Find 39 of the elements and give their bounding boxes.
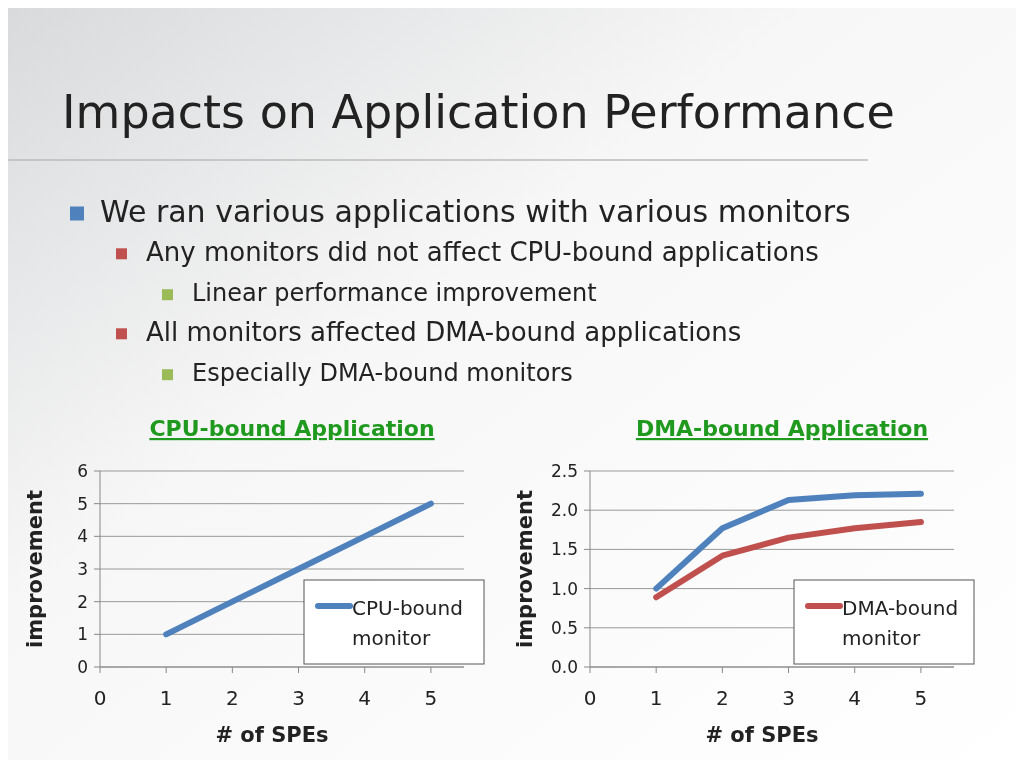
x-tick-label: 5 <box>424 686 438 710</box>
x-tick-label: 1 <box>649 686 663 710</box>
y-tick-label: 2 <box>77 591 88 612</box>
text: Any monitors did not affect CPU-bound applications <box>146 237 819 268</box>
chart-title: CPU-bound Application <box>149 416 435 441</box>
y-tick-label: 2.0 <box>550 500 578 521</box>
x-tick-label: 0 <box>93 686 107 710</box>
x-tick-label: 2 <box>716 686 729 710</box>
text: Linear performance improvement <box>192 279 597 308</box>
x-tick-label: 3 <box>782 686 795 710</box>
text: Especially DMA-bound monitors <box>192 359 573 388</box>
x-tick-label: 1 <box>159 686 173 710</box>
x-tick-label: 4 <box>358 686 372 710</box>
y-tick-label: 3 <box>77 558 88 579</box>
legend-label: CPU-bound monitor <box>352 596 463 650</box>
legend-label: DMA-bound monitor <box>842 596 959 650</box>
x-tick-label: 3 <box>292 686 305 710</box>
y-tick-label: 2.5 <box>550 460 578 481</box>
y-tick-label: 6 <box>77 460 88 481</box>
y-tick-label: 0.5 <box>550 617 578 638</box>
y-tick-label: 1.0 <box>550 578 578 599</box>
text: We ran various applications with various monitors <box>100 193 851 229</box>
text: Impacts on Application Performance <box>62 85 895 139</box>
y-tick-label: 0 <box>77 656 88 677</box>
x-tick-label: 5 <box>914 686 928 710</box>
x-axis-title: # of SPEs <box>705 723 819 747</box>
chart-title: DMA-bound Application <box>635 416 929 441</box>
y-tick-label: 1.5 <box>550 539 578 560</box>
text: All monitors affected DMA-bound applications <box>146 317 742 348</box>
x-tick-label: 2 <box>226 686 239 710</box>
y-tick-label: 1 <box>77 624 88 645</box>
y-axis-title: improvement <box>513 490 537 648</box>
y-tick-label: 5 <box>77 493 88 514</box>
y-axis-title: improvement <box>23 490 47 648</box>
x-tick-label: 0 <box>583 686 597 710</box>
x-axis-title: # of SPEs <box>215 723 329 747</box>
y-tick-label: 4 <box>77 526 88 547</box>
y-tick-label: 0.0 <box>550 656 578 677</box>
x-tick-label: 4 <box>848 686 862 710</box>
